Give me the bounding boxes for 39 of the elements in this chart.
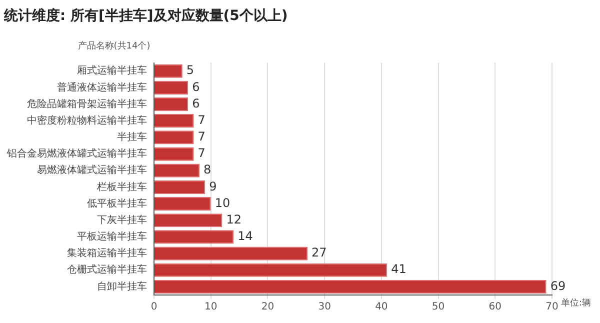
y-tick-label: 仓栅式运输半挂车 <box>67 264 147 276</box>
data-label: 14 <box>238 229 253 244</box>
data-label: 6 <box>192 80 200 94</box>
y-tick-label: 铝合金易燃液体罐式运输半挂车 <box>6 148 147 160</box>
y-tick-label: 集装箱运输半挂车 <box>67 247 147 260</box>
y-tick-label: 平板运输半挂车 <box>77 230 147 243</box>
data-label: 12 <box>226 212 242 226</box>
x-tick-label: 20 <box>261 302 274 313</box>
y-tick-label: 易燃液体罐式运输半挂车 <box>37 164 147 176</box>
x-tick-label: 50 <box>432 302 445 313</box>
data-label: 7 <box>198 112 206 127</box>
y-tick-label: 厢式运输半挂车 <box>77 64 147 77</box>
data-label: 9 <box>209 179 217 194</box>
y-tick-label: 中密度粉粒物料运输半挂车 <box>27 114 147 126</box>
x-tick-label: 30 <box>318 302 331 313</box>
chart-title: 统计维度: 所有[半挂车]及对应数量(5个以上) <box>3 7 288 24</box>
y-tick-label: 普通液体运输半挂车 <box>57 81 147 94</box>
data-label: 8 <box>203 162 212 177</box>
data-label: 6 <box>192 96 200 110</box>
y-tick-label: 低平板半挂车 <box>87 197 147 210</box>
y-tick-label: 危险品罐箱骨架运输半挂车 <box>27 98 147 110</box>
y-tick-label: 自卸半挂车 <box>97 280 147 292</box>
y-tick-label: 下灰半挂车 <box>97 214 147 226</box>
data-label: 5 <box>186 63 194 78</box>
data-label: 69 <box>550 278 566 293</box>
y-tick-label: 栏板半挂车 <box>96 180 147 193</box>
x-tick-label: 60 <box>488 302 502 313</box>
data-label: 27 <box>312 246 327 260</box>
data-label: 7 <box>198 130 206 144</box>
x-tick-label: 10 <box>204 302 218 313</box>
x-tick-label: 40 <box>375 302 388 313</box>
y-axis-title: 产品名称(共14个) <box>78 40 150 52</box>
data-label: 41 <box>391 262 406 276</box>
x-tick-label: 0 <box>150 302 158 313</box>
x-tick-label: 70 <box>546 302 558 313</box>
x-axis-title: 单位:辆 <box>561 297 592 308</box>
data-label: 7 <box>198 146 206 160</box>
data-label: 10 <box>214 196 230 210</box>
y-tick-label: 半挂车 <box>117 131 147 144</box>
